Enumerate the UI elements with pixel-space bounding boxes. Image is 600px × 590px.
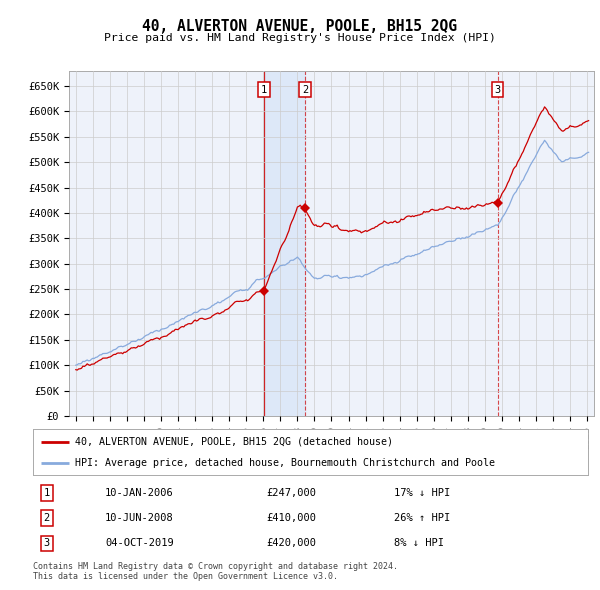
Bar [264, 71, 305, 416]
Text: 17% ↓ HPI: 17% ↓ HPI [394, 488, 450, 498]
Text: 3: 3 [44, 539, 50, 549]
Text: 2: 2 [44, 513, 50, 523]
Text: 3: 3 [494, 85, 501, 95]
Text: 1: 1 [44, 488, 50, 498]
Text: £420,000: £420,000 [266, 539, 316, 549]
Text: 04-OCT-2019: 04-OCT-2019 [105, 539, 174, 549]
Text: 2: 2 [302, 85, 308, 95]
Text: Price paid vs. HM Land Registry's House Price Index (HPI): Price paid vs. HM Land Registry's House … [104, 33, 496, 43]
Text: £247,000: £247,000 [266, 488, 316, 498]
Text: 8% ↓ HPI: 8% ↓ HPI [394, 539, 444, 549]
Text: 10-JUN-2008: 10-JUN-2008 [105, 513, 174, 523]
Text: £410,000: £410,000 [266, 513, 316, 523]
Text: 1: 1 [261, 85, 267, 95]
Text: 26% ↑ HPI: 26% ↑ HPI [394, 513, 450, 523]
Text: 40, ALVERTON AVENUE, POOLE, BH15 2QG: 40, ALVERTON AVENUE, POOLE, BH15 2QG [143, 19, 458, 34]
Text: Contains HM Land Registry data © Crown copyright and database right 2024.
This d: Contains HM Land Registry data © Crown c… [33, 562, 398, 581]
Text: 10-JAN-2006: 10-JAN-2006 [105, 488, 174, 498]
Text: 40, ALVERTON AVENUE, POOLE, BH15 2QG (detached house): 40, ALVERTON AVENUE, POOLE, BH15 2QG (de… [74, 437, 392, 447]
Text: HPI: Average price, detached house, Bournemouth Christchurch and Poole: HPI: Average price, detached house, Bour… [74, 458, 494, 468]
